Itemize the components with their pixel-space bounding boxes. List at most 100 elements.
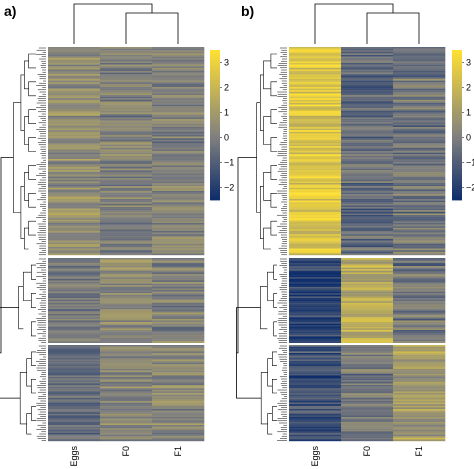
heatmap-cell <box>152 216 205 219</box>
heatmap-cell <box>393 136 446 139</box>
heatmap-cell <box>341 125 394 128</box>
heatmap-cell <box>152 277 205 279</box>
heatmap-cell <box>341 69 394 72</box>
heatmap-cell <box>341 117 394 120</box>
legend-swatch <box>452 195 462 198</box>
heatmap-cell <box>100 393 153 395</box>
dendrogram-branch <box>260 372 268 425</box>
heatmap-cell <box>393 149 446 152</box>
heatmap-cell <box>48 151 101 153</box>
heatmap-cell <box>152 200 205 203</box>
heatmap-cell <box>289 314 342 316</box>
heatmap-cell <box>393 378 446 381</box>
heatmap-cell <box>393 436 446 438</box>
heatmap-cell <box>289 187 342 190</box>
heatmap-cell <box>100 226 153 228</box>
heatmap-cell <box>289 133 342 136</box>
heatmap-cell <box>393 91 446 94</box>
heatmap-cell <box>341 154 394 156</box>
legend-tick-label: 2 <box>466 83 471 93</box>
heatmap-cell <box>341 184 394 187</box>
heatmap-cell <box>289 72 342 75</box>
heatmap-cell <box>341 71 394 73</box>
heatmap-cell <box>152 296 205 299</box>
heatmap-cell <box>289 325 342 327</box>
heatmap-cell <box>289 66 342 68</box>
legend-swatch <box>210 137 220 141</box>
heatmap-cell <box>393 251 446 254</box>
heatmap-cell <box>100 163 153 166</box>
heatmap-cell <box>341 72 394 75</box>
heatmap-cell <box>393 197 446 200</box>
heatmap-cell <box>289 359 342 362</box>
legend-swatch <box>210 195 220 198</box>
heatmap-cell <box>152 163 205 166</box>
heatmap-cell <box>100 247 153 249</box>
heatmap-cell <box>100 195 153 198</box>
heatmap-cell <box>289 152 342 155</box>
heatmap-cell <box>48 333 101 335</box>
legend-tick-label: 3 <box>466 58 471 68</box>
heatmap-cell <box>152 135 205 137</box>
heatmap-cell <box>393 326 446 329</box>
heatmap-cell <box>393 331 446 334</box>
heatmap-cell <box>48 149 101 152</box>
heatmap-cell <box>152 420 205 422</box>
heatmap-cell <box>341 242 394 244</box>
legend-tick-label: −1 <box>224 158 234 168</box>
heatmap-cell <box>152 261 205 263</box>
heatmap-cell <box>100 294 153 297</box>
dendrogram-branch <box>20 186 25 239</box>
heatmap-cell <box>152 165 205 168</box>
heatmap-cell <box>393 175 446 177</box>
heatmap-cell <box>48 141 101 144</box>
heatmap-cell <box>100 349 153 352</box>
heatmap-cell <box>100 420 153 422</box>
heatmap-cell <box>48 85 101 88</box>
heatmap-cell <box>100 320 153 323</box>
heatmap-cell <box>152 229 205 232</box>
heatmap-cell <box>289 315 342 318</box>
heatmap-cell <box>289 431 342 434</box>
heatmap-cell <box>48 354 101 357</box>
heatmap-cell <box>152 331 205 334</box>
heatmap-cell <box>100 290 153 292</box>
heatmap-cell <box>289 433 342 435</box>
heatmap-cell <box>341 128 394 131</box>
heatmap-cell <box>289 115 342 118</box>
heatmap-cell <box>393 117 446 120</box>
heatmap-cell <box>393 428 446 430</box>
heatmap-cell <box>393 104 446 107</box>
heatmap-cell <box>289 74 342 76</box>
heatmap-cell <box>100 106 153 108</box>
dendrogram-branch <box>31 293 36 308</box>
heatmap-cell <box>48 264 101 267</box>
legend-swatch <box>210 55 220 58</box>
heatmap-cell <box>152 396 205 398</box>
heatmap-cell <box>289 357 342 360</box>
heatmap-cell <box>341 396 394 398</box>
heatmap-cell <box>341 389 394 392</box>
heatmap-cell <box>341 349 394 352</box>
heatmap-cell <box>341 413 394 416</box>
heatmap-cell <box>152 345 205 347</box>
heatmap-cell <box>393 83 446 86</box>
heatmap-cell <box>289 91 342 94</box>
legend-swatch <box>210 87 220 91</box>
heatmap-cell <box>289 261 342 263</box>
row-cluster-1 <box>48 47 205 256</box>
heatmap-cell <box>48 143 101 145</box>
heatmap-cell <box>48 417 101 419</box>
heatmap-cell <box>100 215 153 217</box>
heatmap-cell <box>48 157 101 160</box>
legend-tick-label: 1 <box>466 108 471 118</box>
heatmap-cell <box>100 55 153 57</box>
heatmap-cell <box>100 87 153 89</box>
heatmap-cell <box>393 267 446 270</box>
heatmap-cell <box>48 184 101 187</box>
heatmap-cell <box>100 401 153 403</box>
heatmap-cell <box>289 136 342 139</box>
heatmap-cell <box>289 333 342 335</box>
legend-swatch <box>210 110 220 113</box>
legend-swatch <box>452 102 462 106</box>
